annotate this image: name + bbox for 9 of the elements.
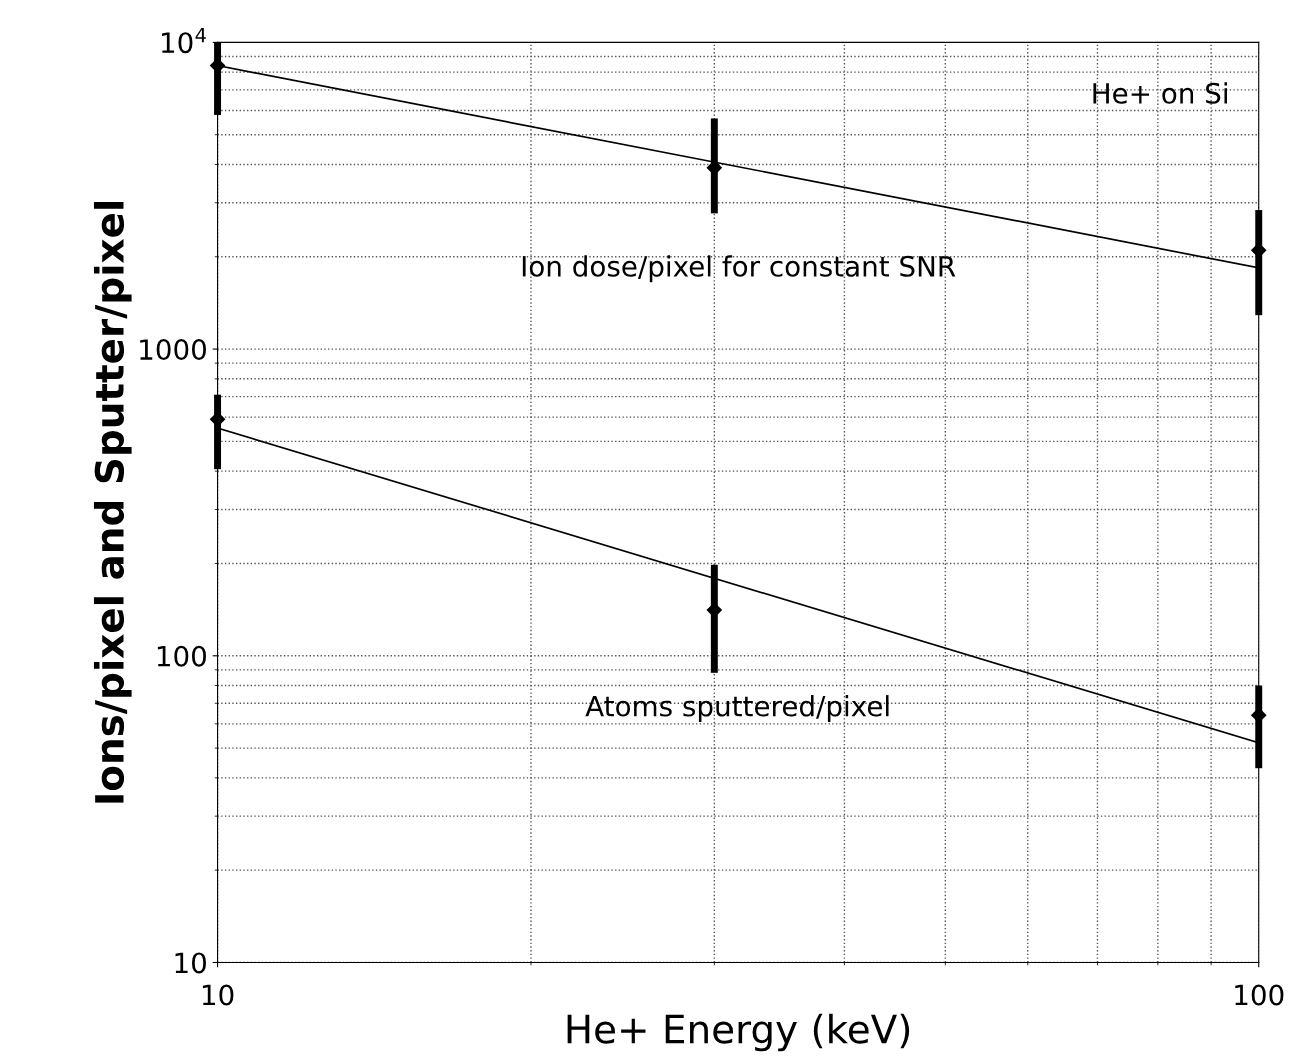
annotation: Ion dose/pixel for constant SNR bbox=[522, 255, 956, 283]
y-tick-label: 10$^{4}$ bbox=[162, 27, 206, 54]
y-tick-label: 10 bbox=[175, 952, 206, 974]
annotation: Atoms sputtered/pixel bbox=[585, 695, 889, 722]
y-tick-label: 100 bbox=[157, 645, 206, 667]
y-tick-label: 1000 bbox=[140, 339, 206, 361]
y-axis-title: Ions/pixel and Sputter/pixel bbox=[93, 201, 132, 803]
annotation: He+ on Si bbox=[1093, 82, 1227, 104]
x-axis-title: He+ Energy (keV) bbox=[567, 1013, 910, 1052]
